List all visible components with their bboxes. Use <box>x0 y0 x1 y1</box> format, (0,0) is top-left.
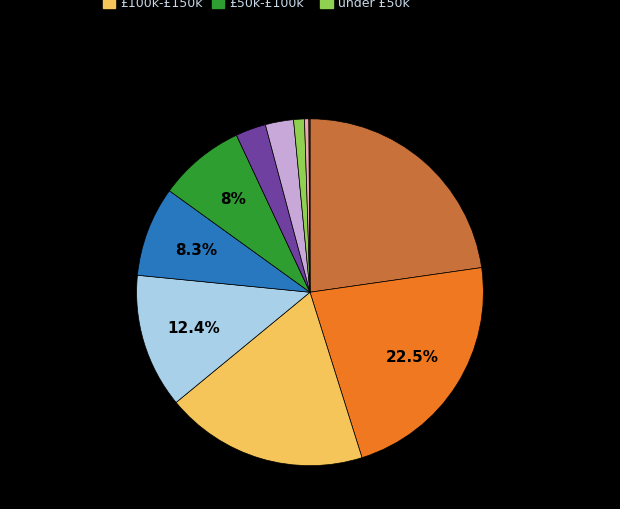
Wedge shape <box>169 136 310 293</box>
Wedge shape <box>310 268 484 458</box>
Wedge shape <box>236 125 310 293</box>
Wedge shape <box>304 120 310 293</box>
Wedge shape <box>265 121 310 293</box>
Wedge shape <box>136 276 310 403</box>
Legend: £200k-£250k, £150k-£200k, £100k-£150k, £250k-£300k, £300k-£400k, £50k-£100k, £50: £200k-£250k, £150k-£200k, £100k-£150k, £… <box>99 0 521 14</box>
Wedge shape <box>310 120 482 293</box>
Text: 8.3%: 8.3% <box>175 242 218 257</box>
Wedge shape <box>293 120 310 293</box>
Text: 22.5%: 22.5% <box>386 350 439 364</box>
Wedge shape <box>309 120 310 293</box>
Wedge shape <box>138 191 310 293</box>
Wedge shape <box>176 293 362 466</box>
Text: 12.4%: 12.4% <box>167 321 220 335</box>
Text: 8%: 8% <box>219 192 246 207</box>
